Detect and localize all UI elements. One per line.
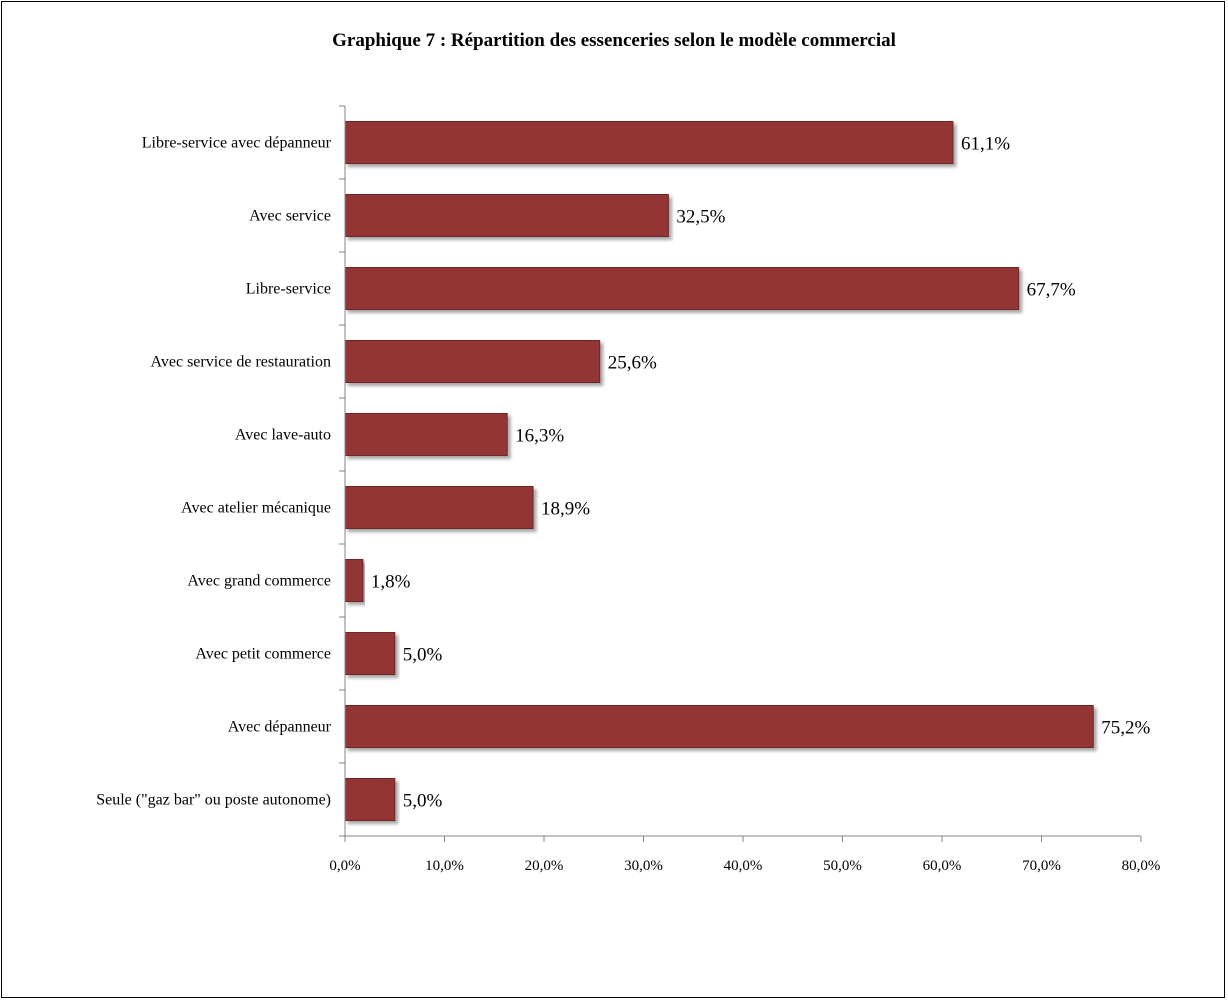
data-label: 61,1%	[961, 134, 1010, 155]
category-label: Seule ("gaz bar" ou poste autonome)	[96, 792, 331, 809]
data-label: 5,0%	[403, 645, 443, 666]
x-tick-label: 0,0%	[329, 858, 360, 874]
x-tick-label: 20,0%	[525, 858, 564, 874]
data-label: 75,2%	[1101, 718, 1150, 739]
axes-layer: Libre-service avec dépanneur 61,1% Avec se…	[96, 105, 1161, 874]
data-label: 18,9%	[541, 499, 590, 520]
bar	[344, 413, 508, 456]
data-label: 5,0%	[403, 791, 443, 812]
data-label: 32,5%	[676, 207, 725, 228]
x-tick-label: 70,0%	[1022, 858, 1061, 874]
bar	[344, 705, 1094, 748]
x-tick-label: 30,0%	[624, 858, 663, 874]
category-label: Avec service	[249, 208, 331, 225]
bar	[344, 632, 396, 675]
bar	[344, 486, 534, 529]
bar	[344, 267, 1020, 310]
x-tick-label: 40,0%	[724, 858, 763, 874]
category-label: Libre-service avec dépanneur	[142, 135, 332, 152]
category-label: Avec grand commerce	[187, 573, 331, 590]
category-label: Avec dépanneur	[228, 719, 332, 736]
category-label: Libre-service	[246, 281, 331, 298]
bar	[344, 121, 954, 164]
data-label: 67,7%	[1027, 280, 1076, 301]
category-label: Avec service de restauration	[151, 354, 332, 371]
bars-layer	[344, 121, 1094, 821]
x-tick-label: 50,0%	[823, 858, 862, 874]
bar	[344, 340, 601, 383]
x-tick-label: 80,0%	[1122, 858, 1161, 874]
bar	[344, 559, 364, 602]
chart-title: Graphique 7 : Répartition des essencerie…	[332, 30, 896, 51]
data-label: 25,6%	[608, 353, 657, 374]
x-tick-label: 10,0%	[425, 858, 464, 874]
category-label: Avec atelier mécanique	[181, 500, 331, 517]
data-label: 16,3%	[515, 426, 564, 447]
bar	[344, 778, 396, 821]
bar	[344, 194, 669, 237]
category-label: Avec petit commerce	[195, 646, 331, 663]
category-label: Avec lave-auto	[235, 427, 331, 444]
x-tick-label: 60,0%	[923, 858, 962, 874]
data-label: 1,8%	[371, 572, 411, 593]
